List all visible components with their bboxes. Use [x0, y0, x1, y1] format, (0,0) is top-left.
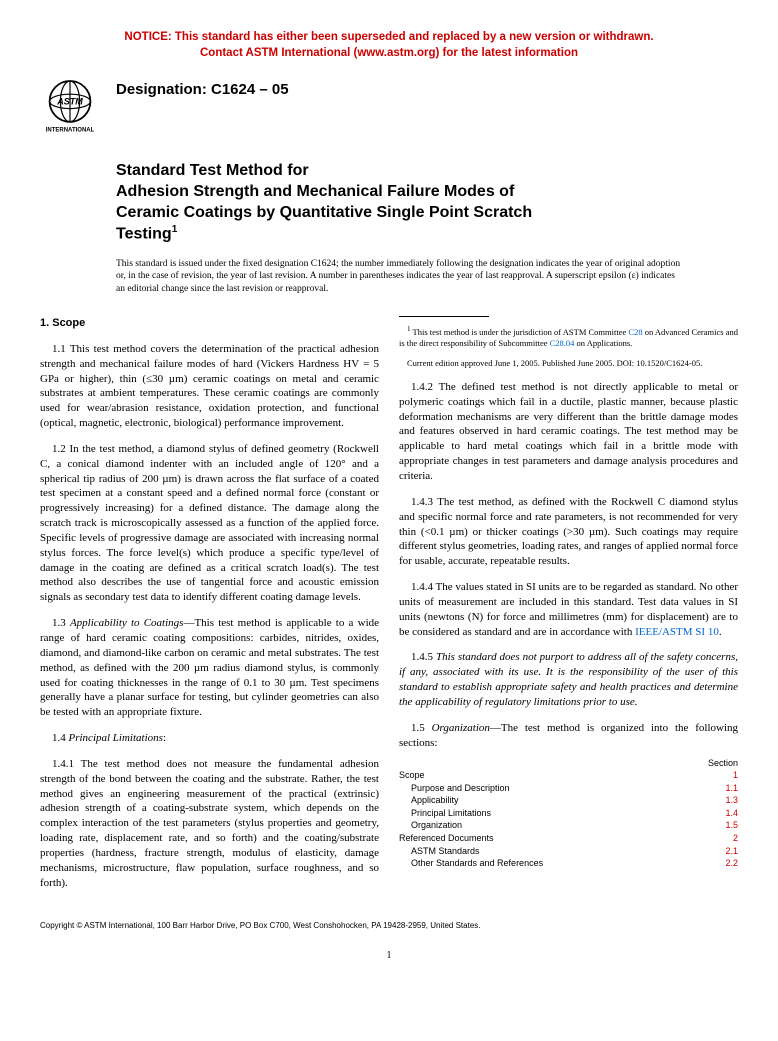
- designation-text: Designation: C1624 – 05: [116, 81, 289, 98]
- footnote-link-c2804[interactable]: C28.04: [550, 338, 575, 348]
- toc-row: Other Standards and References2.2: [399, 857, 738, 870]
- toc-label: Purpose and Description: [399, 782, 698, 795]
- issuance-note: This standard is issued under the fixed …: [116, 258, 686, 296]
- toc-row: ASTM Standards2.1: [399, 845, 738, 858]
- footnote-1: 1 This test method is under the jurisdic…: [399, 325, 738, 349]
- toc-section-number: 2: [698, 832, 738, 845]
- notice-banner: NOTICE: This standard has either been su…: [40, 30, 738, 61]
- toc-row: Scope1: [399, 769, 738, 782]
- svg-text:ASTM: ASTM: [56, 96, 83, 106]
- toc-row: Referenced Documents2: [399, 832, 738, 845]
- notice-line2: Contact ASTM International (www.astm.org…: [200, 47, 578, 59]
- toc-block: Section Scope1Purpose and Description1.1…: [399, 757, 738, 870]
- para-1-4-5: 1.4.5 This standard does not purport to …: [399, 650, 738, 709]
- copyright-line: Copyright © ASTM International, 100 Barr…: [40, 921, 738, 930]
- toc-label: Applicability: [399, 794, 698, 807]
- para-1-1: 1.1 This test method covers the determin…: [40, 342, 379, 431]
- para-1-4-2: 1.4.2 The defined test method is not dir…: [399, 380, 738, 484]
- title-line1: Standard Test Method for: [116, 162, 309, 179]
- title-sup: 1: [172, 224, 178, 235]
- toc-section-number: 1: [698, 769, 738, 782]
- para-1-4-4: 1.4.4 The values stated in SI units are …: [399, 580, 738, 639]
- footnote-edition: Current edition approved June 1, 2005. P…: [399, 358, 738, 369]
- page-number: 1: [40, 950, 738, 961]
- title-line4: Testing: [116, 226, 172, 243]
- svg-text:INTERNATIONAL: INTERNATIONAL: [46, 127, 95, 133]
- link-ieee-si10[interactable]: IEEE/ASTM SI 10: [635, 626, 719, 638]
- toc-label: Referenced Documents: [399, 832, 698, 845]
- footnote-rule: [399, 316, 489, 317]
- toc-label: ASTM Standards: [399, 845, 698, 858]
- toc-header: Section: [698, 757, 738, 770]
- main-title: Standard Test Method for Adhesion Streng…: [116, 161, 738, 246]
- toc-label: Organization: [399, 819, 698, 832]
- para-1-3: 1.3 Applicability to Coatings—This test …: [40, 616, 379, 720]
- toc-section-number: 1.4: [698, 807, 738, 820]
- section-1-head: 1. Scope: [40, 316, 379, 331]
- header-row: ASTM INTERNATIONAL Designation: C1624 – …: [40, 75, 738, 135]
- toc-row: Purpose and Description1.1: [399, 782, 738, 795]
- para-1-4-1: 1.4.1 The test method does not measure t…: [40, 757, 379, 891]
- toc-section-number: 1.3: [698, 794, 738, 807]
- footnote-block: 1 This test method is under the jurisdic…: [399, 316, 738, 369]
- title-block: Standard Test Method for Adhesion Streng…: [116, 161, 738, 246]
- toc-row: Principal Limitations1.4: [399, 807, 738, 820]
- toc-row: Applicability1.3: [399, 794, 738, 807]
- title-line3: Ceramic Coatings by Quantitative Single …: [116, 204, 532, 221]
- title-line2: Adhesion Strength and Mechanical Failure…: [116, 183, 514, 200]
- footnote-link-c28[interactable]: C28: [628, 327, 642, 337]
- para-1-4-3: 1.4.3 The test method, as defined with t…: [399, 495, 738, 569]
- astm-logo-icon: ASTM INTERNATIONAL: [40, 75, 100, 135]
- para-1-2: 1.2 In the test method, a diamond stylus…: [40, 442, 379, 605]
- toc-label: Scope: [399, 769, 698, 782]
- toc-section-number: 2.2: [698, 857, 738, 870]
- toc-section-number: 1.1: [698, 782, 738, 795]
- para-1-5: 1.5 Organization—The test method is orga…: [399, 721, 738, 751]
- toc-row: Organization1.5: [399, 819, 738, 832]
- toc-header-row: Section: [399, 757, 738, 770]
- toc-label: Principal Limitations: [399, 807, 698, 820]
- document-page: NOTICE: This standard has either been su…: [0, 0, 778, 981]
- toc-label: Other Standards and References: [399, 857, 698, 870]
- notice-line1: NOTICE: This standard has either been su…: [124, 31, 653, 43]
- para-1-4: 1.4 Principal Limitations:: [40, 731, 379, 746]
- body-columns: 1. Scope 1.1 This test method covers the…: [40, 316, 738, 891]
- toc-section-number: 1.5: [698, 819, 738, 832]
- toc-section-number: 2.1: [698, 845, 738, 858]
